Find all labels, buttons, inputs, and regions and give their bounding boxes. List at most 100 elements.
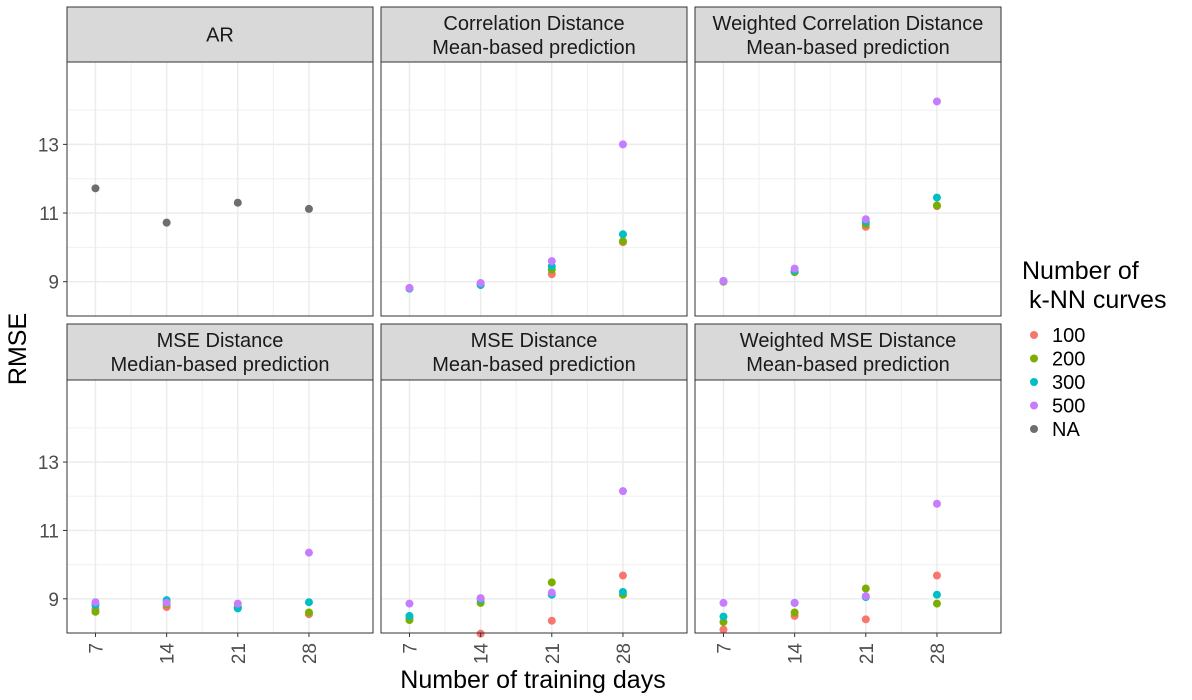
data-point-500-x21 (547, 257, 556, 266)
data-point-300-x7 (719, 612, 728, 621)
x-tick-label: 28 (300, 643, 321, 664)
y-axis-title: RMSE (4, 313, 32, 385)
data-point-200-x28 (932, 599, 941, 608)
x-tick-label: 28 (614, 643, 635, 664)
data-point-500-x21 (861, 215, 870, 224)
data-point-100-x28 (932, 571, 941, 580)
data-point-500-x21 (233, 599, 242, 608)
data-point-300-x28 (618, 587, 627, 596)
legend-title-line-2: k-NN curves (1022, 286, 1166, 314)
data-point-500-x7 (405, 599, 414, 608)
data-point-NA-x21 (233, 198, 242, 207)
facet-plot-area (67, 380, 373, 633)
facet-panel-1: AR (66, 6, 374, 317)
legend-label-500: 500 (1052, 396, 1085, 418)
facet-plot-area (67, 62, 373, 316)
data-point-300-x28 (304, 598, 313, 607)
x-tick-label: 21 (857, 643, 878, 664)
x-tick-label: 28 (928, 643, 949, 664)
data-point-300-x28 (932, 590, 941, 599)
facet-title-line-1: MSE Distance (471, 330, 598, 352)
data-point-500-x28 (618, 140, 627, 149)
data-point-300-x28 (932, 193, 941, 202)
data-point-100-x7 (719, 625, 728, 634)
data-point-500-x7 (719, 276, 728, 285)
data-point-500-x7 (719, 598, 728, 607)
data-point-500-x14 (476, 279, 485, 288)
facet-title-line-1: Weighted Correlation Distance (713, 13, 984, 35)
x-tick-label: 21 (543, 643, 564, 664)
data-point-NA-x28 (304, 204, 313, 213)
data-point-200-x28 (304, 608, 313, 617)
data-point-500-x28 (932, 499, 941, 508)
facet-title-line-2: Mean-based prediction (746, 37, 949, 59)
data-point-500-x7 (91, 598, 100, 607)
legend-label-100: 100 (1052, 325, 1085, 347)
x-tick-label: 14 (158, 643, 179, 665)
facet-border (694, 61, 1002, 317)
y-tick-label: 11 (39, 521, 59, 542)
data-point-500-x7 (405, 283, 414, 292)
legend-key-NA (1030, 425, 1038, 433)
data-point-100-x21 (547, 616, 556, 625)
data-point-200-x7 (91, 607, 100, 616)
x-tick-label: 14 (472, 643, 493, 665)
data-point-500-x21 (861, 592, 870, 601)
data-point-500-x14 (476, 594, 485, 603)
x-axis-title: Number of training days (400, 666, 665, 694)
data-point-300-x28 (618, 230, 627, 239)
data-point-200-x7 (719, 618, 728, 627)
y-tick-label: 9 (48, 590, 59, 611)
legend-key-200 (1030, 354, 1038, 363)
legend-label-200: 200 (1052, 349, 1085, 371)
facet-title: AR (206, 25, 234, 47)
facet-title-line-2: Median-based prediction (110, 354, 329, 376)
y-tick-label: 11 (39, 204, 59, 225)
facet-strip (694, 6, 1002, 63)
facet-title-line-2: Mean-based prediction (746, 354, 949, 376)
data-point-100-x21 (861, 615, 870, 624)
data-point-100-x28 (618, 571, 627, 580)
x-tick-label: 7 (400, 643, 421, 654)
facet-panel-3: Weighted Correlation DistanceMean-based … (694, 6, 1002, 317)
legend-label-300: 300 (1052, 372, 1085, 394)
x-tick-label: 21 (229, 643, 250, 664)
legend-title-line-1: Number of (1022, 257, 1139, 285)
data-point-500-x28 (304, 548, 313, 557)
facet-title-line-1: MSE Distance (157, 330, 284, 352)
facet-border (66, 61, 374, 317)
facet-title-line-2: Mean-based prediction (432, 37, 635, 59)
data-point-200-x14 (790, 608, 799, 617)
data-point-NA-x14 (162, 218, 171, 227)
facet-strip (380, 6, 688, 63)
data-point-200-x28 (618, 237, 627, 246)
x-tick-label: 14 (786, 643, 807, 665)
facet-plot-area (381, 380, 687, 633)
axes: Number of training days RMSE 9 11 13 9 11 13 7… (4, 135, 949, 694)
facet-plot-area (695, 380, 1001, 633)
data-point-300-x7 (405, 611, 414, 620)
data-point-500-x21 (547, 588, 556, 597)
data-point-NA-x7 (91, 184, 100, 193)
data-point-500-x14 (790, 264, 799, 273)
y-tick-label: 9 (48, 273, 59, 294)
y-tick-label: 13 (38, 453, 59, 474)
facet-strip (694, 323, 1002, 381)
legend-label-NA: NA (1052, 419, 1080, 441)
x-tick-label: 7 (86, 643, 107, 654)
facet-strip (66, 6, 374, 63)
data-point-500-x28 (932, 97, 941, 106)
data-point-200-x28 (932, 201, 941, 210)
facet-strip (380, 323, 688, 381)
y-tick-label: 13 (38, 135, 59, 156)
facet-border (380, 61, 688, 317)
data-point-200-x21 (861, 584, 870, 593)
x-tick-label: 7 (714, 643, 735, 654)
